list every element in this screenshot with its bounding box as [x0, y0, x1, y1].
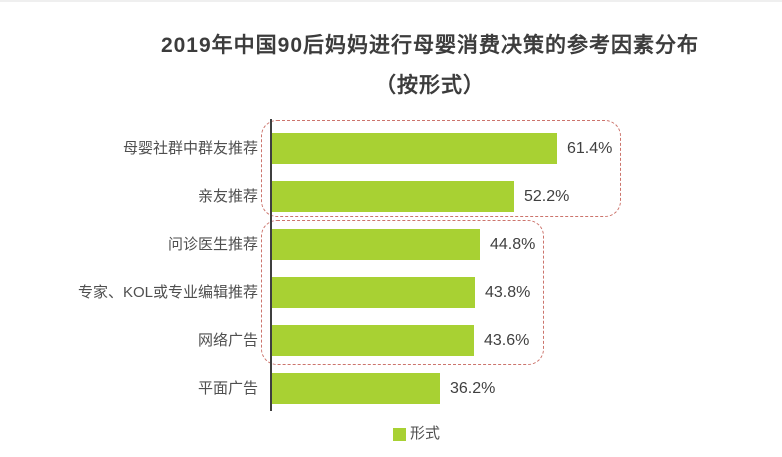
legend-swatch-icon — [393, 427, 406, 441]
value-label: 43.6% — [484, 332, 530, 349]
highlight-group-box-2 — [261, 220, 544, 365]
bar — [272, 181, 514, 212]
category-label: 母婴社群中群友推荐 — [122, 140, 258, 157]
chart-title-line2: （按形式） — [375, 74, 485, 97]
highlight-group-box-1 — [261, 120, 621, 217]
bar — [272, 133, 557, 164]
legend-label: 形式 — [410, 425, 441, 442]
chart-title: 2019年中国90后妈妈进行母婴消费决策的参考因素分布 （按形式） — [78, 26, 782, 106]
bar — [272, 277, 475, 308]
bar — [272, 229, 480, 260]
category-label: 专家、KOL或专业编辑推荐 — [77, 284, 258, 301]
category-label: 亲友推荐 — [197, 188, 258, 205]
top-divider — [0, 0, 782, 2]
value-label: 61.4% — [567, 140, 613, 157]
value-label: 44.8% — [490, 236, 536, 253]
y-axis-line — [270, 119, 272, 411]
value-label: 36.2% — [450, 380, 496, 397]
legend: 形式 — [393, 424, 440, 444]
chart-title-line1: 2019年中国90后妈妈进行母婴消费决策的参考因素分布 — [160, 34, 700, 57]
value-label: 52.2% — [524, 188, 570, 205]
value-label: 43.8% — [485, 284, 531, 301]
bar — [272, 373, 440, 404]
bar — [272, 325, 474, 356]
category-label: 网络广告 — [197, 332, 258, 349]
category-label: 平面广告 — [197, 380, 258, 397]
category-label: 问诊医生推荐 — [167, 236, 258, 253]
